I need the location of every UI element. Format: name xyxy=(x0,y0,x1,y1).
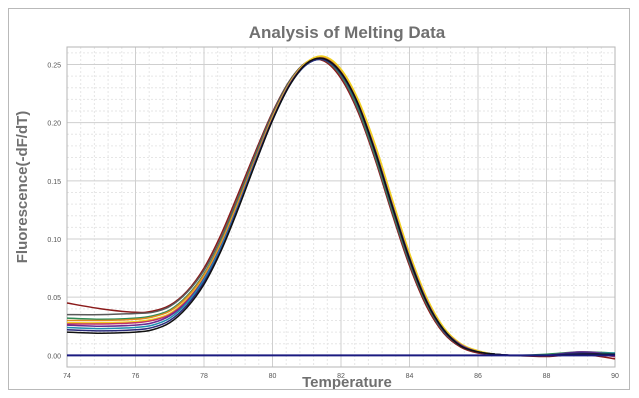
y-axis-ticks: 0.00 0.05 0.10 0.15 0.20 0.25 xyxy=(47,62,61,360)
series-line xyxy=(66,57,616,357)
x-tick-label: 86 xyxy=(474,373,482,380)
chart-frame: Analysis of Melting Data 0.00 0.05 0.10 0.1… xyxy=(8,8,630,391)
y-tick-label: 0.25 xyxy=(47,62,61,69)
x-axis-ticks: 74 76 78 80 82 84 86 88 90 xyxy=(63,373,619,380)
y-tick-label: 0.10 xyxy=(47,237,61,244)
y-axis-label: Fluorescence(-dF/dT) xyxy=(14,111,31,264)
y-tick-label: 0.20 xyxy=(47,121,61,128)
y-tick-label: 0.00 xyxy=(47,353,61,360)
x-tick-label: 84 xyxy=(406,373,414,380)
y-tick-label: 0.05 xyxy=(47,295,61,302)
x-tick-label: 90 xyxy=(611,373,619,380)
x-axis-label: Temperature xyxy=(302,374,392,389)
x-tick-label: 76 xyxy=(132,373,140,380)
x-tick-label: 88 xyxy=(543,373,551,380)
chart-title: Analysis of Melting Data xyxy=(249,23,446,42)
series-layer xyxy=(66,55,616,360)
x-tick-label: 80 xyxy=(269,373,277,380)
melting-chart: Analysis of Melting Data 0.00 0.05 0.10 0.1… xyxy=(9,9,629,391)
x-tick-label: 78 xyxy=(200,373,208,380)
x-tick-label: 74 xyxy=(63,373,71,380)
x-tick-label: 82 xyxy=(337,373,345,380)
plot-area xyxy=(66,46,616,368)
y-tick-label: 0.15 xyxy=(47,179,61,186)
